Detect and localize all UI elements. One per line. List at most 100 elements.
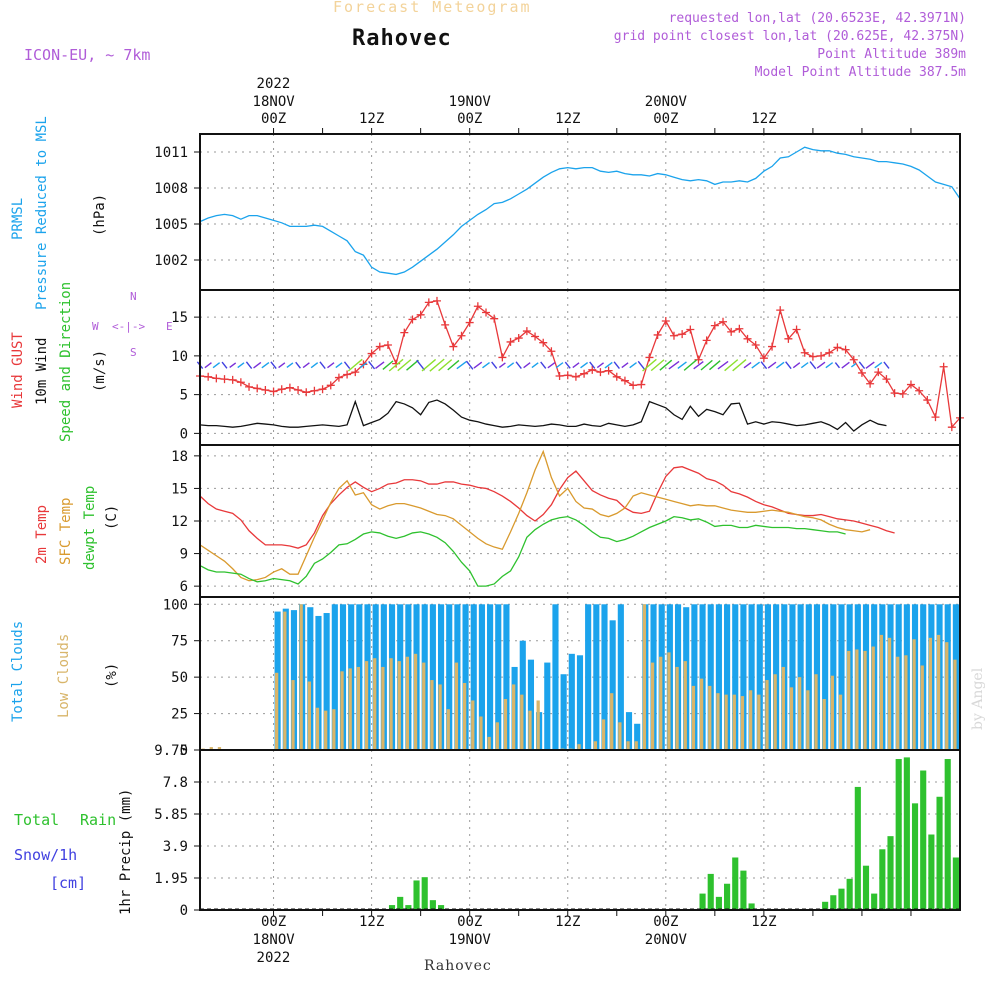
total-clouds-bar xyxy=(601,604,608,750)
y-tick-label: 1.95 xyxy=(154,871,188,887)
wind-gust-line-marker xyxy=(866,379,875,388)
y-tick-label: 5.85 xyxy=(154,807,188,823)
wind-gust-line-marker xyxy=(277,385,286,394)
wind-gust-line-marker xyxy=(923,396,932,405)
wind-direction-arrow xyxy=(406,359,419,371)
precip-bar xyxy=(911,803,919,910)
wind-gust-line-marker xyxy=(375,342,384,351)
wind-direction-arrow xyxy=(319,361,326,369)
wind-gust-line-marker xyxy=(629,381,638,390)
wind-direction-arrow xyxy=(792,362,801,369)
wind-gust-line-marker xyxy=(473,302,482,311)
wind-gust-line-marker xyxy=(457,331,466,340)
total-clouds-bar xyxy=(724,604,731,750)
wind-direction-arrow xyxy=(473,361,483,369)
precip-bar xyxy=(715,896,722,910)
wind-gust-line-marker xyxy=(539,338,548,347)
wind-gust-line-marker xyxy=(571,372,580,381)
low-clouds-bar xyxy=(430,680,434,750)
wind-direction-arrow xyxy=(589,361,596,369)
low-clouds-bar xyxy=(593,741,597,750)
total-clouds-bar xyxy=(527,659,535,750)
wind-direction-arrow xyxy=(347,358,363,372)
wind-gust-line-marker xyxy=(612,372,621,381)
wind-direction-arrow xyxy=(547,361,556,369)
wind-gust-line-marker xyxy=(302,388,311,397)
wind-gust-line-marker xyxy=(204,372,213,381)
wind-direction-arrow xyxy=(375,361,385,369)
station-title: Rahovec xyxy=(352,26,452,51)
wind-direction-arrow xyxy=(613,361,620,369)
wind-direction-arrow xyxy=(850,362,857,368)
low-clouds-bar xyxy=(953,659,957,750)
total-clouds-bar xyxy=(699,604,706,750)
low-clouds-bar xyxy=(356,666,361,750)
wind-direction-arrow xyxy=(717,360,729,370)
precip-bar xyxy=(903,757,910,910)
wind-gust-line-marker xyxy=(588,365,597,374)
total-clouds-bar xyxy=(593,604,600,750)
wind-direction-arrow xyxy=(825,362,834,369)
wind-gust-line-marker xyxy=(768,342,777,351)
precip-snow-unit: [cm] xyxy=(50,874,87,892)
panel-frame xyxy=(199,289,961,446)
wind-gust-line-marker xyxy=(849,355,858,364)
precip-bar xyxy=(437,905,445,910)
bottom-station-label: Rahovec xyxy=(424,958,492,974)
low-clouds-bar xyxy=(699,678,704,750)
wind-gust-line-marker xyxy=(441,320,450,329)
low-clouds-bar xyxy=(724,694,728,750)
wind-direction-arrow xyxy=(650,359,665,372)
wind-direction-arrow xyxy=(302,362,310,369)
panel-frame xyxy=(199,133,961,291)
wind-direction-arrow xyxy=(270,361,277,369)
wind-direction-arrow xyxy=(834,362,841,369)
wind-gust-line-marker xyxy=(490,314,499,323)
wind-gust-line-marker xyxy=(833,343,842,352)
low-clouds-bar xyxy=(838,694,843,750)
low-clouds-bar xyxy=(945,642,949,750)
wind-gust-line-marker xyxy=(449,342,458,351)
total-clouds-bar xyxy=(315,615,322,750)
wind-gust-line-marker xyxy=(212,374,221,383)
low-clouds-bar xyxy=(610,693,614,750)
wind-gust-line-marker xyxy=(383,341,392,350)
wind-gust-line-marker xyxy=(620,376,629,385)
wind-direction-arrow xyxy=(295,361,301,369)
wind-direction-arrow xyxy=(572,362,580,369)
bottom-axis-time-label: 00Z xyxy=(653,914,679,930)
top-axis-date-label: 20NOV xyxy=(644,94,687,110)
wind-gust-line-marker xyxy=(432,296,441,305)
wind-gust-line-marker xyxy=(898,389,907,398)
total-clouds-bar xyxy=(323,613,330,750)
wind-gust-line-marker xyxy=(367,349,376,358)
low-clouds-bar xyxy=(462,682,467,750)
wind-gust-line-marker xyxy=(269,387,278,396)
wind-gust-line-marker xyxy=(522,327,531,336)
wind-direction-arrow xyxy=(456,361,467,370)
wind-gust-line-marker xyxy=(686,325,695,334)
total-clouds-bar xyxy=(331,604,338,750)
low-clouds-bar xyxy=(822,699,826,750)
precip-bar xyxy=(871,893,878,910)
precip-bar xyxy=(429,900,436,910)
compass-rose: N W <-|-> E S xyxy=(90,290,180,360)
wind-gust-line-marker xyxy=(596,368,605,377)
wind-gust-line-marker xyxy=(318,385,327,394)
wind-gust-line-marker xyxy=(784,334,793,343)
total-clouds-bar xyxy=(634,723,641,750)
total-clouds-bar xyxy=(625,712,633,750)
y-tick-label: 7.8 xyxy=(163,775,188,791)
precip-bar xyxy=(707,873,714,910)
wind-direction-arrow xyxy=(310,362,319,369)
wind-gust-line-marker xyxy=(555,372,564,381)
total-clouds-bar xyxy=(609,620,616,750)
wind-direction-arrow xyxy=(368,361,376,370)
low-clouds-bar xyxy=(512,684,516,750)
bottom-axis-date-label: 20NOV xyxy=(644,932,687,948)
low-clouds-bar xyxy=(912,639,916,750)
low-clouds-bar xyxy=(626,741,630,750)
wind-gust-line-marker xyxy=(563,371,572,380)
wind-direction-arrow xyxy=(642,358,657,372)
panel-frame xyxy=(199,749,961,911)
